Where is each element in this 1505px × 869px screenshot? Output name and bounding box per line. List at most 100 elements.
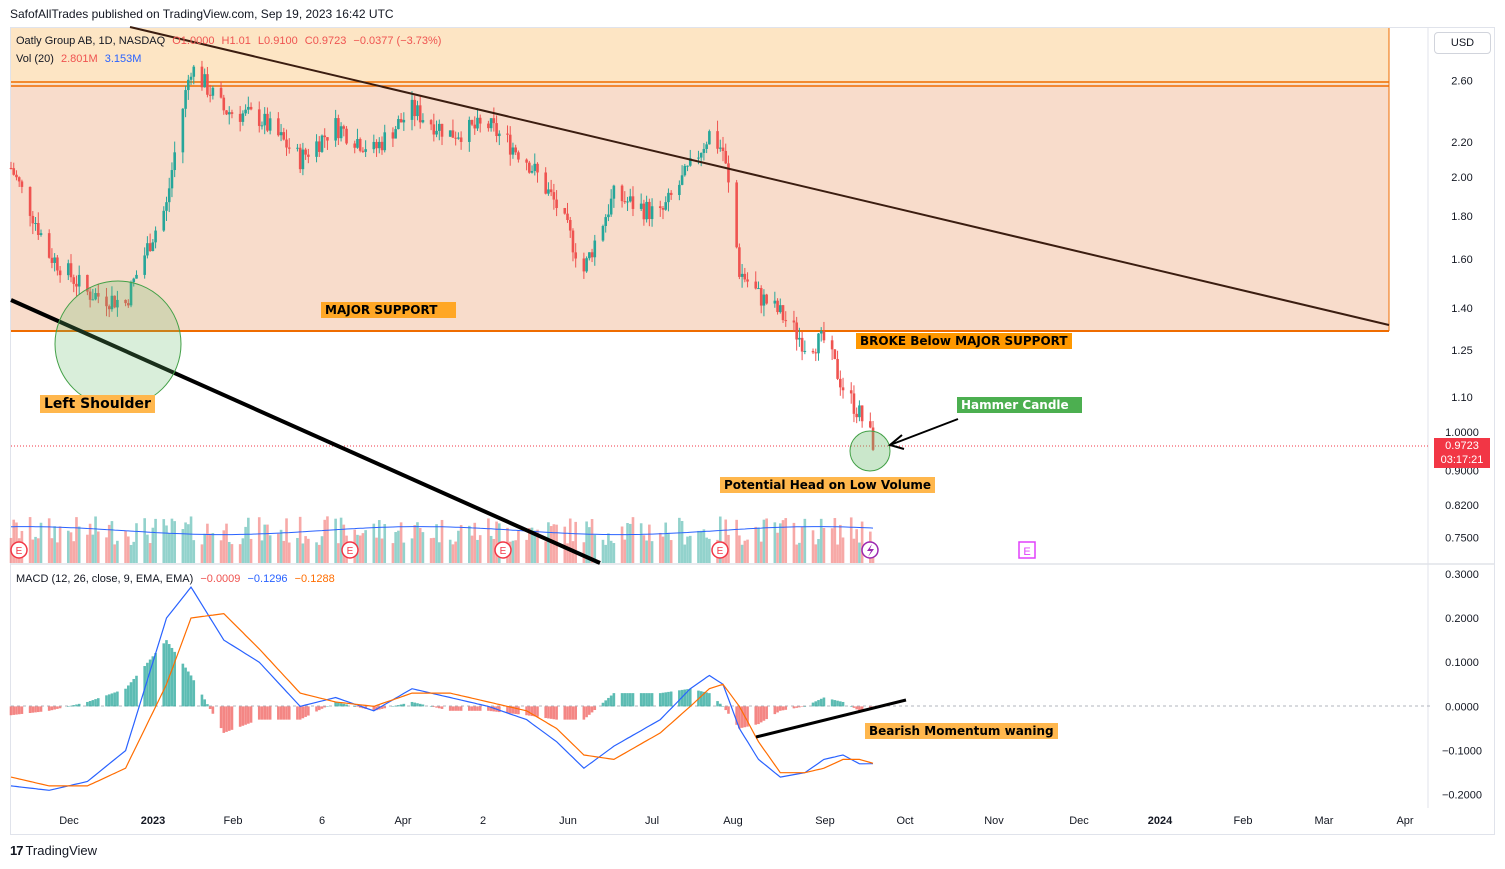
candle-body: [107, 306, 111, 310]
time-tick-label: Oct: [896, 815, 913, 827]
volume-bar: [582, 542, 586, 563]
currency-button[interactable]: USD: [1434, 32, 1491, 54]
macd-histogram-bar: [533, 706, 537, 717]
volume-bar: [151, 527, 155, 563]
volume-bar: [219, 540, 223, 563]
candle-body: [566, 213, 569, 220]
candle-body: [260, 125, 264, 127]
macd-histogram-bar: [628, 693, 632, 707]
macd-axis[interactable]: 0.3000 0.2000 0.1000 0.0000 −0.1000 −0.2000: [1442, 569, 1482, 802]
candle-body: [487, 123, 490, 129]
volume-bar: [563, 526, 567, 563]
candle-body: [47, 233, 51, 258]
volume-legend: Vol (20) 2.801M 3.153M: [16, 53, 145, 65]
macd-hist-value: −0.0009: [200, 573, 241, 585]
candle-body: [852, 393, 856, 414]
time-axis[interactable]: Dec 2023 Feb 6 Apr 2 Jun Jul Aug Sep Oct Nov Dec 2024…: [59, 815, 1414, 827]
volume-bar: [784, 518, 788, 563]
time-tick-label: Aug: [723, 815, 743, 827]
volume-bar: [189, 516, 193, 563]
candle-body: [468, 119, 471, 142]
dividend-icon[interactable]: [861, 541, 879, 559]
candle-body: [148, 243, 152, 252]
time-tick-label: Jul: [645, 815, 659, 827]
macd-histogram-bar: [762, 706, 766, 721]
macd-tick-label: 0.3000: [1445, 569, 1479, 581]
candle-body: [266, 113, 269, 131]
macd-histogram-bar: [822, 697, 826, 707]
volume-bar: [830, 528, 834, 563]
volume-bar: [249, 538, 253, 563]
momentum-trendline: [755, 698, 907, 739]
candle-body: [547, 189, 550, 194]
time-tick-label: Apr: [1396, 815, 1413, 827]
candle-body: [181, 108, 185, 153]
earnings-letter: E: [500, 546, 507, 557]
candle-body: [167, 188, 171, 203]
macd-histogram-bar: [170, 647, 174, 707]
candle-body: [451, 130, 455, 138]
macd-histogram-bar: [181, 663, 185, 707]
price-axis[interactable]: 2.602.202.001.801.601.401.251.101.00000.…: [1445, 76, 1479, 545]
macd-histogram-bar: [421, 704, 425, 707]
macd-histogram-bar: [582, 706, 586, 720]
volume-bar: [211, 532, 215, 563]
candle-body: [358, 139, 362, 151]
candle-body: [727, 163, 730, 183]
macd-histogram-bar: [593, 706, 597, 710]
volume-bar: [39, 522, 43, 563]
macd-histogram-bar: [34, 706, 37, 713]
volume-bar: [476, 539, 479, 563]
candle-body: [803, 350, 807, 352]
change-value: −0.0377 (−3.73%): [353, 35, 442, 47]
macd-histogram-bar: [778, 706, 782, 711]
candle-body: [353, 143, 357, 148]
price-tick-label: 1.25: [1451, 345, 1472, 357]
volume-histogram: [9, 516, 875, 563]
candle-body: [320, 135, 324, 152]
upcoming-earnings-icon[interactable]: E: [1018, 541, 1036, 559]
candle-body: [664, 202, 668, 210]
candle-body: [296, 147, 299, 149]
macd-histogram-bar: [47, 706, 51, 711]
candle-body: [203, 74, 206, 88]
volume-bar: [266, 524, 269, 563]
volume-ma-value: 3.153M: [104, 53, 142, 65]
volume-bar: [817, 539, 820, 563]
macd-histogram-bar: [585, 706, 588, 718]
candle-body: [361, 150, 365, 152]
hammer-arrow: [889, 418, 959, 446]
tradingview-brand[interactable]: 17 TradingView: [10, 843, 97, 858]
macd-histogram-bar: [459, 706, 463, 711]
candle-body: [394, 129, 397, 139]
candle-body: [871, 427, 875, 450]
candle-body: [759, 288, 763, 306]
macd-histogram-bar: [860, 706, 864, 710]
volume-value: 2.801M: [60, 53, 98, 65]
macd-histogram-bar: [222, 706, 226, 733]
candle-body: [72, 277, 76, 284]
candle-body: [601, 226, 605, 241]
macd-histogram-bar: [735, 706, 738, 725]
volume-bar: [680, 521, 684, 563]
candle-body: [416, 105, 419, 117]
candle-body: [588, 252, 591, 259]
candle-body: [391, 132, 395, 139]
macd-histogram-bar: [53, 706, 56, 710]
candle-body: [708, 131, 711, 145]
macd-histogram-bar: [416, 703, 419, 707]
candle-body: [683, 165, 687, 176]
macd-histogram-bar: [588, 706, 591, 715]
volume-bar: [413, 525, 417, 563]
volume-bar: [667, 532, 670, 563]
candle-body: [795, 322, 798, 340]
volume-bar: [686, 536, 689, 563]
volume-bar: [833, 518, 837, 563]
volume-bar: [489, 535, 493, 563]
macd-histogram-bar: [536, 706, 539, 717]
candle-body: [113, 295, 116, 308]
time-tick-label: Nov: [984, 815, 1004, 827]
macd-histogram-bar: [795, 706, 798, 708]
macd-histogram-bar: [279, 706, 283, 720]
